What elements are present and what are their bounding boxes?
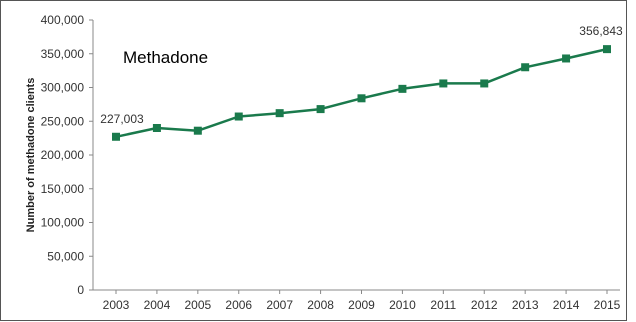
data-point-marker [480, 79, 489, 88]
x-tick-label: 2003 [103, 298, 130, 312]
x-tick-label: 2012 [471, 298, 498, 312]
data-point-marker [603, 45, 611, 54]
data-point-marker [357, 94, 366, 103]
series-line-group [112, 45, 611, 141]
x-tick-label: 2015 [594, 298, 621, 312]
y-tick-label: 400,000 [41, 13, 85, 27]
data-point-marker [316, 105, 325, 114]
y-tick-label: 300,000 [41, 81, 85, 95]
data-point-marker [112, 132, 120, 141]
x-tick-label: 2006 [225, 298, 252, 312]
x-tick-label: 2007 [266, 298, 293, 312]
y-tick-label: 50,000 [47, 249, 84, 263]
data-labels: 227,003 356,843 [100, 24, 623, 126]
x-tick-label: 2008 [307, 298, 334, 312]
data-point-marker [439, 79, 448, 88]
data-label: 356,843 [579, 24, 623, 38]
x-tick-label: 2014 [553, 298, 580, 312]
x-axis-ticks: 2003 2004 2005 2006 2007 2008 2009 2010 2011 2012… [103, 290, 621, 312]
data-point-marker [521, 63, 530, 72]
data-label: 227,003 [100, 112, 144, 126]
data-point-marker [152, 124, 161, 132]
x-tick-label: 2011 [430, 298, 456, 312]
y-tick-label: 350,000 [41, 47, 85, 61]
x-tick-label: 2013 [512, 298, 539, 312]
y-tick-label: 100,000 [41, 216, 85, 230]
y-tick-label: 250,000 [41, 114, 85, 128]
y-tick-label: 0 [77, 283, 84, 297]
data-point-marker [234, 112, 243, 121]
y-axis-label: Number of methadone clients [25, 78, 37, 233]
y-tick-label: 200,000 [41, 148, 85, 162]
y-tick-label: 150,000 [41, 182, 85, 196]
x-tick-label: 2009 [348, 298, 375, 312]
x-tick-label: 2010 [389, 298, 416, 312]
data-point-marker [562, 54, 571, 63]
x-tick-label: 2005 [184, 298, 211, 312]
y-axis-ticks: 0 50,000 100,000 150,000 200,000 250,000 300,0… [41, 13, 93, 297]
data-point-marker [275, 109, 284, 118]
x-tick-label: 2004 [144, 298, 171, 312]
chart-title: Methadone [123, 48, 208, 67]
data-point-marker [193, 126, 202, 135]
data-point-marker [398, 84, 407, 93]
